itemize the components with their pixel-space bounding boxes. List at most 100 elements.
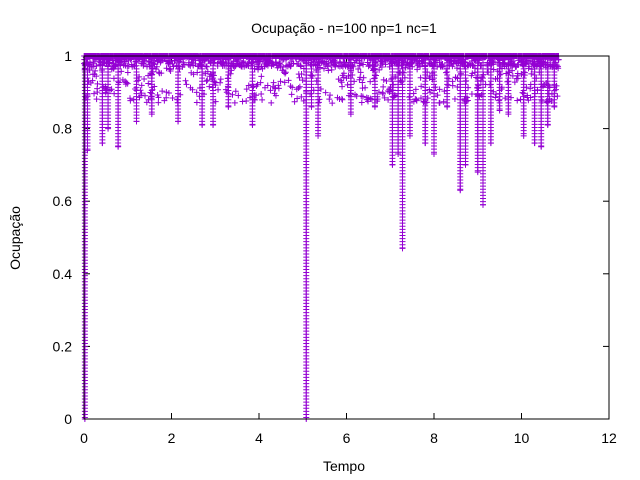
- data-point: [99, 140, 106, 147]
- data-point: [502, 95, 509, 102]
- data-point: [355, 65, 362, 72]
- data-point: [338, 95, 345, 102]
- data-point: [270, 79, 277, 86]
- data-point: [271, 84, 278, 91]
- data-point: [225, 103, 232, 110]
- data-point: [487, 140, 494, 147]
- data-point: [118, 68, 125, 75]
- data-point: [320, 65, 327, 72]
- data-point: [123, 79, 130, 86]
- data-point: [496, 107, 503, 114]
- data-point: [105, 125, 112, 132]
- data-point: [273, 59, 280, 66]
- data-point: [520, 132, 527, 139]
- data-point: [257, 79, 264, 86]
- data-point: [289, 84, 296, 91]
- data-point: [526, 63, 533, 70]
- data-point: [358, 99, 365, 106]
- data-point: [211, 78, 218, 85]
- data-point: [362, 84, 369, 91]
- chart-title: Ocupação - n=100 np=1 nc=1: [251, 20, 437, 36]
- data-point: [528, 70, 535, 77]
- data-point: [436, 86, 443, 93]
- data-point: [138, 90, 145, 97]
- data-point: [434, 92, 441, 99]
- data-point: [280, 64, 287, 71]
- data-point: [194, 69, 201, 76]
- data-point: [92, 67, 99, 74]
- x-tick-label: 12: [601, 430, 617, 446]
- data-point: [276, 61, 283, 68]
- data-point: [217, 76, 224, 83]
- data-point: [235, 92, 242, 99]
- data-point: [379, 90, 386, 97]
- data-point: [322, 89, 329, 96]
- data-point: [124, 80, 131, 87]
- x-tick-label: 10: [514, 430, 530, 446]
- x-tick-label: 6: [343, 430, 351, 446]
- axis-ticks: 0 2 4 6 8 10 12 0 0.2 0.4 0.6 0.8 1: [53, 48, 617, 446]
- data-point: [413, 97, 420, 104]
- data-point: [297, 62, 304, 69]
- data-point: [155, 94, 162, 101]
- data-point: [375, 89, 382, 96]
- data-point: [339, 83, 346, 90]
- data-point: [127, 97, 134, 104]
- y-tick-label: 0.2: [53, 338, 73, 354]
- data-point: [229, 91, 236, 98]
- data-point: [296, 83, 303, 90]
- data-point: [255, 66, 262, 73]
- data-point: [175, 118, 182, 125]
- data-point: [268, 99, 275, 106]
- data-point: [417, 95, 424, 102]
- y-tick-label: 0.6: [53, 193, 73, 209]
- data-point: [204, 68, 211, 75]
- data-point: [199, 121, 206, 128]
- data-point: [474, 169, 481, 176]
- data-point: [395, 151, 402, 158]
- y-tick-label: 0.4: [53, 266, 73, 282]
- data-point: [254, 81, 261, 88]
- data-point: [243, 86, 250, 93]
- data-point: [190, 71, 197, 78]
- data-point: [380, 76, 387, 83]
- x-tick-label: 2: [168, 430, 176, 446]
- data-point: [317, 85, 324, 92]
- data-point: [125, 63, 132, 70]
- data-point: [371, 103, 378, 110]
- data-point: [451, 95, 458, 102]
- data-point: [444, 103, 451, 110]
- data-point: [468, 90, 475, 97]
- data-point: [418, 83, 425, 90]
- data-point: [142, 92, 149, 99]
- data-point: [439, 63, 446, 70]
- data-point: [340, 70, 347, 77]
- data-point: [538, 143, 545, 150]
- data-point: [282, 70, 289, 77]
- data-point: [93, 73, 100, 80]
- data-point: [93, 96, 100, 103]
- data-point: [264, 82, 271, 89]
- data-point: [124, 69, 131, 76]
- data-point: [167, 67, 174, 74]
- data-point: [155, 99, 162, 106]
- data-point: [376, 66, 383, 73]
- data-point: [457, 187, 464, 194]
- y-tick-label: 0.8: [53, 121, 73, 137]
- data-point: [436, 99, 443, 106]
- data-point: [258, 73, 265, 80]
- data-point: [121, 58, 128, 65]
- data-point: [327, 92, 334, 99]
- data-point: [544, 121, 551, 128]
- data-point: [527, 85, 534, 92]
- data-point: [417, 63, 424, 70]
- data-point: [94, 89, 101, 96]
- data-point: [427, 89, 434, 96]
- data-point: [440, 98, 447, 105]
- data-point: [108, 86, 115, 93]
- data-point: [360, 61, 367, 68]
- plot-frame: [83, 55, 610, 420]
- data-point: [281, 79, 288, 86]
- x-tick-label: 0: [80, 430, 88, 446]
